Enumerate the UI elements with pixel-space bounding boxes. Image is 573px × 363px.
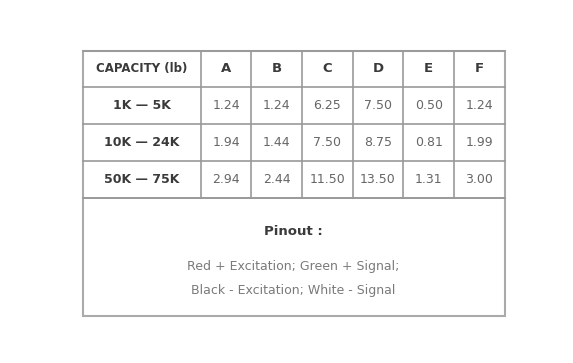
Text: 7.50: 7.50 [364,99,392,112]
Text: 13.50: 13.50 [360,173,396,186]
Text: 2.94: 2.94 [213,173,240,186]
Text: 1.44: 1.44 [263,136,291,149]
Text: Black - Excitation; White - Signal: Black - Excitation; White - Signal [191,284,396,297]
Text: 7.50: 7.50 [313,136,342,149]
Text: 8.75: 8.75 [364,136,392,149]
Text: 1K — 5K: 1K — 5K [113,99,171,112]
Text: 10K — 24K: 10K — 24K [104,136,179,149]
Text: 2.44: 2.44 [263,173,291,186]
Text: 1.99: 1.99 [465,136,493,149]
Text: D: D [372,62,383,76]
Text: 50K — 75K: 50K — 75K [104,173,179,186]
Text: 11.50: 11.50 [309,173,346,186]
Text: 1.24: 1.24 [263,99,291,112]
Text: B: B [272,62,282,76]
Text: F: F [474,62,484,76]
Text: CAPACITY (lb): CAPACITY (lb) [96,62,187,76]
Text: E: E [424,62,433,76]
Text: 6.25: 6.25 [313,99,342,112]
Text: 1.94: 1.94 [213,136,240,149]
Text: 1.24: 1.24 [213,99,240,112]
Text: 3.00: 3.00 [465,173,493,186]
Text: C: C [323,62,332,76]
Text: 0.50: 0.50 [415,99,443,112]
Text: 1.24: 1.24 [465,99,493,112]
Text: 0.81: 0.81 [415,136,442,149]
Text: Red + Excitation; Green + Signal;: Red + Excitation; Green + Signal; [187,260,400,273]
Text: Pinout :: Pinout : [264,224,323,237]
Text: A: A [221,62,231,76]
Text: 1.31: 1.31 [415,173,442,186]
